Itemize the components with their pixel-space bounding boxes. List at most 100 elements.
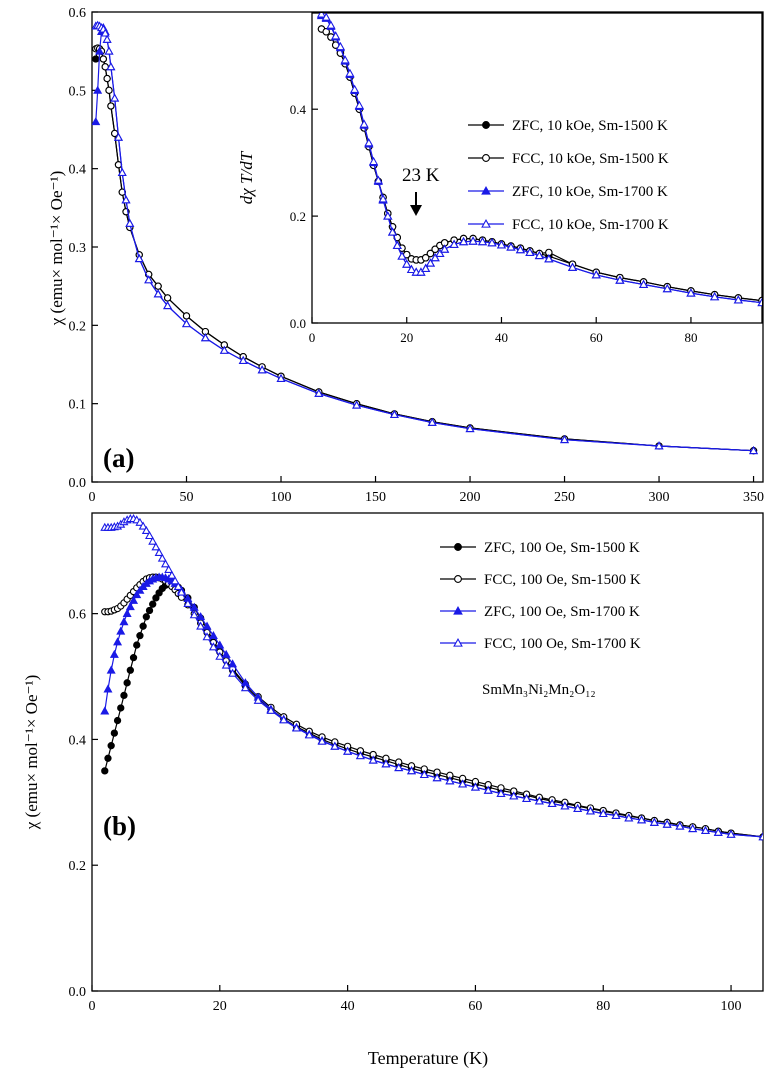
data-point xyxy=(496,788,506,797)
data-point xyxy=(364,138,374,147)
data-point xyxy=(129,595,139,604)
data-point xyxy=(368,755,378,764)
data-point xyxy=(378,194,388,203)
data-point xyxy=(189,610,199,619)
data-point xyxy=(221,660,231,669)
data-point xyxy=(117,167,127,176)
data-point xyxy=(145,606,154,615)
data-point xyxy=(123,679,131,687)
series-4 xyxy=(92,20,759,455)
data-point xyxy=(163,301,173,310)
data-point xyxy=(638,279,649,289)
legend-marker xyxy=(482,154,490,162)
legend-marker xyxy=(482,121,490,129)
y-tick-label: 0.5 xyxy=(69,84,87,99)
data-point xyxy=(257,365,267,374)
legend-label: FCC, 100 Oe, Sm-1700 K xyxy=(484,636,641,652)
y-tick-label: 0.4 xyxy=(69,163,87,178)
data-point xyxy=(397,251,407,260)
data-point xyxy=(525,247,535,256)
x-tick-label: 40 xyxy=(495,330,508,345)
data-point xyxy=(151,542,161,551)
data-point xyxy=(477,236,488,246)
series-3 xyxy=(100,572,763,841)
data-point xyxy=(675,821,685,830)
data-point xyxy=(149,600,157,608)
data-point xyxy=(102,34,112,43)
data-point xyxy=(104,46,114,55)
panel-a-y-axis-label: χ (emu× mol⁻¹× Oe⁻¹) xyxy=(47,171,66,326)
legend-marker xyxy=(453,637,463,647)
data-point xyxy=(104,754,112,762)
data-point xyxy=(483,785,493,794)
data-point xyxy=(419,769,429,779)
data-point xyxy=(110,729,119,737)
data-point xyxy=(509,791,519,800)
data-point xyxy=(113,637,123,646)
x-tick-label: 350 xyxy=(743,490,764,505)
data-point xyxy=(421,254,430,262)
data-point xyxy=(435,248,445,258)
panel-a-series xyxy=(92,20,759,455)
inset-frame xyxy=(311,12,763,324)
data-point xyxy=(153,289,163,298)
data-point xyxy=(445,776,455,785)
data-point xyxy=(431,245,439,253)
data-point xyxy=(421,263,431,272)
data-point xyxy=(345,68,355,77)
inset-annotation: 23 K xyxy=(402,165,440,186)
data-point xyxy=(125,602,135,611)
data-point xyxy=(757,297,762,307)
x-tick-label: 250 xyxy=(554,490,575,505)
y-tick-label: 0.2 xyxy=(290,209,306,224)
data-point xyxy=(196,612,206,621)
data-point xyxy=(387,227,398,236)
data-point xyxy=(144,275,154,284)
data-point xyxy=(544,254,554,263)
data-point xyxy=(99,55,107,63)
data-point xyxy=(148,536,158,545)
data-point xyxy=(585,806,595,815)
data-point xyxy=(129,654,138,662)
data-point xyxy=(117,704,125,712)
data-point xyxy=(109,649,119,658)
data-point xyxy=(170,576,180,585)
data-point xyxy=(440,244,450,253)
data-point xyxy=(134,254,144,263)
data-point xyxy=(406,264,417,274)
data-point xyxy=(317,736,327,745)
inset-series xyxy=(316,13,762,307)
inset-axes: 0 20 40 60 80 0.0 0.2 0.4 xyxy=(290,102,698,345)
data-point xyxy=(152,594,160,602)
data-point xyxy=(432,773,442,782)
legend-item: FCC, 100 Oe, Sm-1500 K xyxy=(440,572,641,588)
x-tick-label: 150 xyxy=(365,490,386,505)
data-point xyxy=(304,730,314,739)
legend-marker xyxy=(454,575,462,583)
y-tick-label: 0.3 xyxy=(69,241,87,256)
legend-item: FCC, 10 kOe, Sm-1500 K xyxy=(468,151,669,167)
data-point xyxy=(637,815,647,824)
data-point xyxy=(749,445,759,455)
data-point xyxy=(654,441,664,450)
data-point xyxy=(426,249,435,258)
data-point xyxy=(352,400,362,409)
data-point xyxy=(106,62,116,71)
legend-label: FCC, 10 kOe, Sm-1500 K xyxy=(512,151,669,167)
data-point xyxy=(200,333,210,342)
data-point xyxy=(95,46,105,55)
data-point xyxy=(368,156,379,166)
data-point xyxy=(125,218,135,227)
data-point xyxy=(381,759,391,768)
data-point xyxy=(176,587,186,596)
data-point xyxy=(458,236,469,246)
y-tick-label: 0.4 xyxy=(290,102,307,117)
data-point xyxy=(136,631,144,640)
data-point xyxy=(331,31,341,40)
data-point xyxy=(335,41,346,51)
data-point xyxy=(154,282,162,290)
data-point xyxy=(534,796,544,805)
data-point xyxy=(103,684,113,693)
data-point xyxy=(615,275,625,284)
